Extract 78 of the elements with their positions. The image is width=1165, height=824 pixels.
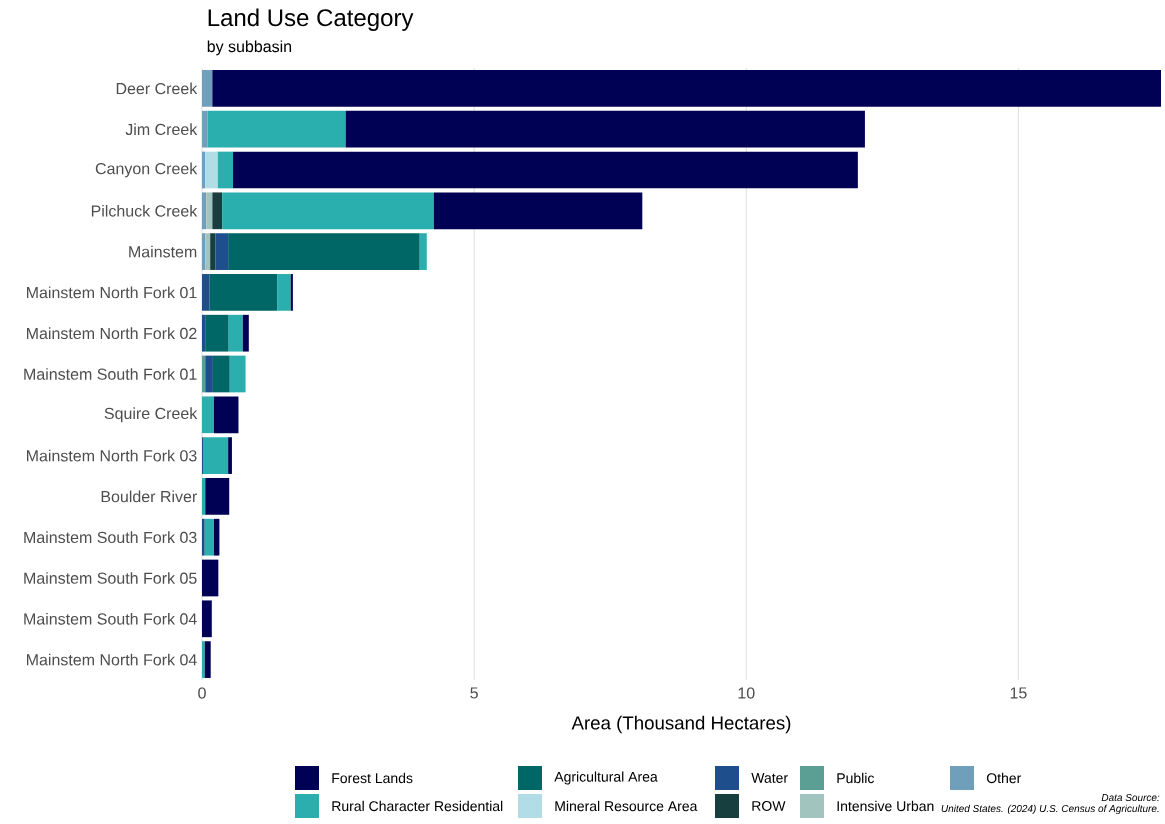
bar	[202, 314, 206, 352]
legend-label: Water	[751, 773, 788, 783]
y-tick-label: Canyon Creek	[95, 162, 198, 178]
bar	[213, 396, 239, 434]
y-tick-label: Mainstem North Fork 04	[27, 653, 197, 666]
bar	[228, 314, 243, 352]
chart-title: Land Use Category	[208, 8, 414, 31]
y-tick-label: Mainstem North Fork 02	[27, 327, 197, 340]
x-tick-label: 0	[198, 687, 206, 699]
bar	[212, 192, 223, 230]
bar	[228, 437, 232, 474]
y-tick-label: Pilchuck Creek	[91, 204, 198, 217]
bar	[277, 274, 291, 311]
x-tick-label: 5	[470, 687, 478, 699]
y-tick-label: Mainstem North Fork 01	[27, 286, 197, 299]
bar	[202, 151, 206, 189]
bar	[205, 314, 229, 352]
y-tick-label: Mainstem	[129, 245, 197, 258]
bar	[202, 559, 219, 597]
bar	[210, 233, 216, 270]
legend-label: Rural Character Residential	[332, 800, 503, 812]
legend-label: Intensive Urban	[837, 800, 934, 812]
bar	[212, 355, 230, 393]
bar	[202, 478, 206, 515]
legend-label: Forest Lands	[332, 772, 413, 784]
bar	[205, 355, 213, 393]
bar	[228, 233, 420, 270]
y-tick-label: Mainstem North Fork 03	[27, 449, 197, 462]
x-tick-label: 15	[1010, 687, 1027, 699]
bar	[206, 192, 213, 230]
bar	[212, 70, 1161, 107]
bar	[205, 478, 230, 515]
bar	[205, 233, 211, 270]
bar	[345, 110, 865, 148]
y-tick-label: Mainstem South Fork 04	[24, 612, 197, 625]
bar	[207, 110, 346, 148]
bar	[209, 274, 278, 311]
bar	[290, 274, 293, 311]
x-axis-title: Area (Thousand Hectares)	[571, 715, 791, 734]
bar	[202, 274, 210, 311]
bar	[202, 641, 205, 678]
bar	[202, 233, 206, 270]
legend-label: ROW	[752, 801, 786, 811]
bar	[433, 192, 643, 230]
bar	[233, 151, 858, 189]
y-tick-label: Mainstem South Fork 01	[24, 368, 197, 380]
bar	[419, 233, 427, 270]
bar	[204, 641, 211, 678]
y-tick-label: Deer Creek	[116, 82, 198, 95]
y-tick-label: Boulder River	[101, 490, 197, 503]
bar	[205, 151, 218, 189]
bar	[213, 518, 220, 556]
bar	[217, 151, 234, 189]
bar	[202, 110, 208, 148]
source-note: Data Source:	[1101, 794, 1160, 802]
bar	[202, 396, 214, 434]
y-tick-label: Jim Creek	[125, 123, 198, 136]
bar	[202, 70, 213, 107]
x-tick-label: 10	[738, 687, 755, 699]
bar	[242, 314, 249, 352]
bar	[203, 437, 229, 474]
bar	[229, 355, 246, 393]
bar	[202, 518, 205, 556]
legend-label: Public	[837, 772, 875, 784]
bar	[204, 518, 214, 556]
bar	[202, 192, 207, 230]
legend-label: Mineral Resource Area	[555, 800, 698, 812]
bar	[222, 192, 434, 230]
bar	[215, 233, 229, 270]
y-tick-label: Squire Creek	[104, 407, 198, 423]
text: United States. (2024) U.S. Census of Agriculture.	[941, 804, 1159, 815]
y-tick-label: Mainstem South Fork 05	[24, 572, 197, 584]
bar	[202, 600, 212, 638]
legend-label: Agricultural Area	[554, 771, 658, 785]
bar	[202, 355, 206, 393]
legend-label: Other	[986, 772, 1022, 784]
chart-subtitle: by subbasin	[207, 40, 292, 56]
y-tick-label: Mainstem South Fork 03	[24, 531, 197, 544]
